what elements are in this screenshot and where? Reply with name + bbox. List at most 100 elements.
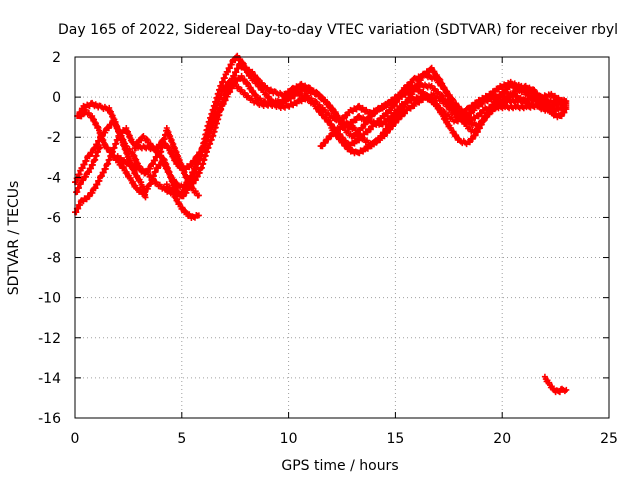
data-point — [83, 173, 89, 180]
data-point — [403, 85, 410, 92]
data-point — [359, 125, 366, 131]
data-point — [558, 113, 565, 120]
data-point — [384, 110, 391, 117]
data-point — [402, 110, 408, 117]
data-point — [472, 132, 479, 139]
data-point — [390, 123, 396, 130]
data-point — [501, 89, 508, 96]
data-point — [143, 136, 150, 142]
data-point — [495, 95, 502, 102]
data-point — [411, 103, 418, 109]
data-point — [180, 193, 187, 200]
y-axis-label: SDTVAR / TECUs — [6, 181, 22, 296]
data-point — [381, 133, 388, 140]
data-point — [105, 125, 112, 132]
series-track-7 — [131, 125, 202, 199]
data-point — [89, 189, 96, 196]
data-point — [492, 99, 499, 106]
data-point — [287, 89, 294, 95]
data-point — [409, 79, 416, 86]
data-point — [195, 212, 202, 219]
y-tick-label: 2 — [52, 50, 61, 66]
axis-ticks: 0 5 10 15 20 25 -16 -14 -12 -10 -8 -6 -4 -2 0 2 — [38, 50, 618, 447]
data-point — [368, 113, 375, 120]
data-point — [511, 91, 518, 97]
data-point — [155, 165, 161, 172]
data-point — [367, 126, 374, 133]
data-point — [376, 118, 383, 125]
data-point — [373, 121, 380, 128]
data-point — [391, 102, 398, 109]
data-point — [183, 189, 190, 196]
data-point — [438, 91, 445, 98]
y-tick-label: 0 — [52, 90, 61, 106]
x-tick-label: 25 — [600, 431, 618, 447]
data-point — [409, 91, 416, 98]
y-tick-label: -14 — [38, 371, 61, 387]
data-point — [468, 110, 475, 117]
data-point — [147, 165, 154, 172]
data-point — [142, 189, 149, 196]
data-point — [325, 136, 332, 143]
series-track-8 — [163, 181, 202, 221]
data-point — [368, 143, 375, 150]
data-point — [475, 113, 482, 120]
data-point — [362, 121, 369, 128]
data-point — [387, 126, 394, 133]
data-point — [563, 106, 570, 113]
y-tick-label: -10 — [38, 291, 61, 307]
data-point — [488, 105, 495, 112]
data-point — [283, 98, 290, 105]
data-point — [239, 59, 246, 66]
data-point — [561, 109, 568, 116]
y-tick-label: -2 — [47, 130, 61, 146]
data-point — [341, 115, 348, 122]
data-point — [377, 137, 384, 144]
data-point — [498, 92, 505, 99]
chart-title: Day 165 of 2022, Sidereal Day-to-day VTE… — [58, 22, 618, 38]
data-point — [144, 185, 151, 192]
y-tick-label: -4 — [47, 170, 61, 186]
data-point — [319, 143, 326, 150]
data-point — [97, 144, 104, 151]
data-point — [395, 116, 402, 123]
data-point — [504, 86, 511, 93]
data-layer — [72, 52, 570, 396]
x-tick-label: 15 — [386, 431, 404, 447]
data-point — [469, 135, 476, 142]
data-point — [388, 107, 395, 114]
data-point — [322, 139, 329, 146]
data-point — [503, 97, 510, 103]
data-point — [478, 110, 485, 117]
series-track-11 — [541, 373, 570, 396]
series-track-1 — [73, 144, 104, 196]
data-point — [120, 164, 127, 170]
data-point — [563, 386, 570, 393]
y-tick-label: -16 — [38, 411, 61, 427]
data-point — [384, 129, 391, 136]
data-point — [556, 389, 563, 396]
y-tick-label: -6 — [47, 210, 61, 226]
data-point — [78, 113, 85, 120]
x-tick-label: 20 — [493, 431, 511, 447]
plot-frame — [74, 56, 610, 419]
data-point — [398, 113, 405, 120]
data-point — [83, 196, 90, 203]
data-point — [353, 117, 360, 124]
data-point — [86, 193, 93, 200]
data-point — [494, 103, 501, 109]
data-point — [392, 119, 399, 126]
series-track-10 — [328, 80, 548, 157]
data-point — [86, 153, 93, 160]
x-tick-label: 10 — [280, 431, 298, 447]
data-point — [344, 112, 351, 119]
data-point — [364, 129, 371, 136]
data-point — [541, 100, 548, 107]
x-axis-label: GPS time / hours — [281, 458, 398, 474]
data-point — [89, 149, 96, 156]
data-point — [466, 139, 473, 146]
grid — [75, 57, 609, 418]
data-point — [372, 110, 379, 117]
y-tick-label: -8 — [47, 251, 61, 267]
